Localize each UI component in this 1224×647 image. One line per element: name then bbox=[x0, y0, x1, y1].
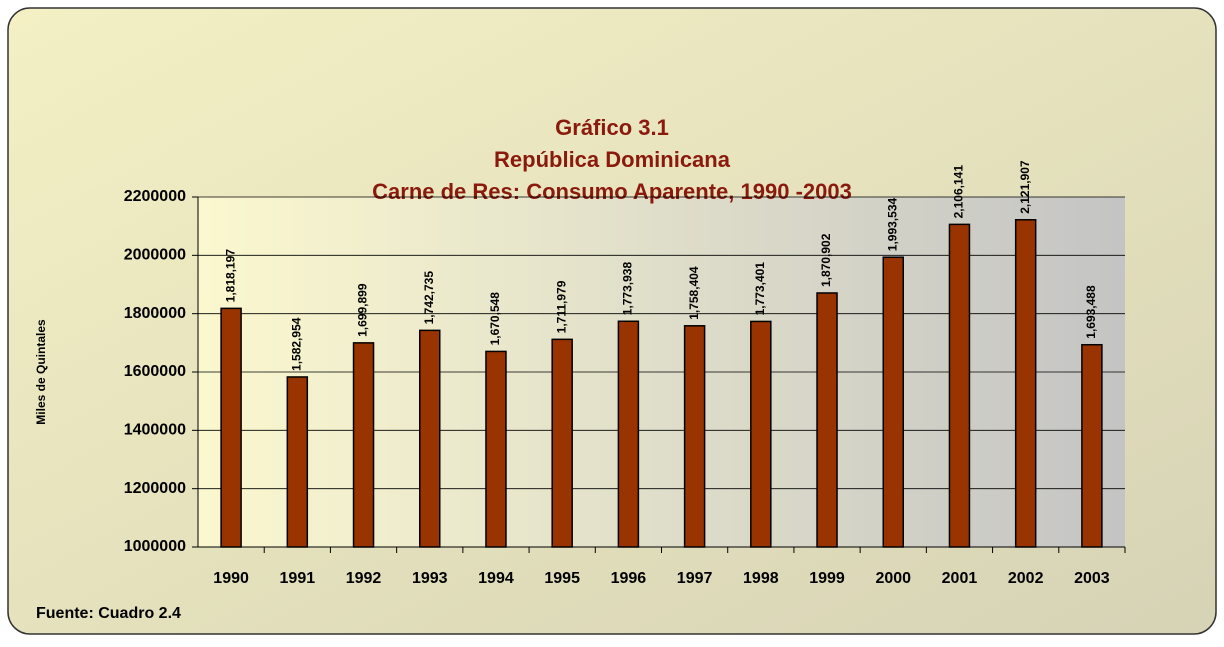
data-label: 2,121,907 bbox=[1018, 160, 1032, 214]
bar bbox=[286, 376, 309, 548]
source-note: Fuente: Cuadro 2.4 bbox=[36, 605, 181, 622]
bar bbox=[882, 256, 904, 548]
x-tick-label: 2001 bbox=[942, 570, 978, 587]
x-tick-label: 1998 bbox=[743, 570, 779, 587]
bar bbox=[750, 320, 772, 548]
x-tick-label: 1991 bbox=[280, 570, 316, 587]
data-label: 1,870,902 bbox=[819, 233, 833, 287]
data-label: 1,818,197 bbox=[223, 249, 237, 303]
bar bbox=[816, 292, 838, 548]
y-tick-label: 1000000 bbox=[124, 538, 186, 555]
data-label: 1,758,404 bbox=[687, 266, 701, 320]
data-label: 1,742,735 bbox=[422, 271, 436, 325]
x-tick-label: 1992 bbox=[346, 570, 382, 587]
y-tick-label: 1800000 bbox=[124, 305, 186, 322]
x-tick-label: 1994 bbox=[478, 570, 514, 587]
bar bbox=[220, 307, 242, 548]
y-tick-label: 2200000 bbox=[124, 188, 186, 205]
bar bbox=[551, 338, 573, 548]
y-tick-label: 2000000 bbox=[124, 247, 186, 264]
bar bbox=[419, 329, 441, 548]
chart-title: República Dominicana bbox=[494, 147, 731, 172]
data-label: 1,711,979 bbox=[554, 280, 568, 333]
x-tick-label: 1996 bbox=[611, 570, 647, 587]
bar bbox=[617, 320, 640, 548]
y-axis-label: Miles de Quintales bbox=[34, 319, 48, 425]
y-tick-label: 1200000 bbox=[124, 480, 186, 497]
x-tick-label: 2003 bbox=[1074, 570, 1110, 587]
y-tick-label: 1400000 bbox=[124, 422, 186, 439]
x-tick-label: 1997 bbox=[677, 570, 713, 587]
data-label: 1,582,954 bbox=[289, 317, 303, 371]
bar bbox=[1014, 219, 1037, 548]
x-tick-label: 2002 bbox=[1008, 570, 1044, 587]
bar bbox=[948, 223, 971, 548]
chart-title: Carne de Res: Consumo Aparente, 1990 -20… bbox=[372, 179, 852, 204]
data-label: 1,993,534 bbox=[885, 198, 899, 252]
x-tick-label: 1999 bbox=[809, 570, 845, 587]
bar bbox=[352, 342, 375, 548]
x-tick-label: 1990 bbox=[213, 570, 249, 587]
chart-title: Gráfico 3.1 bbox=[555, 115, 669, 140]
x-tick-label: 1993 bbox=[412, 570, 448, 587]
data-label: 1,699,899 bbox=[356, 283, 370, 337]
y-tick-label: 1600000 bbox=[124, 363, 186, 380]
bar bbox=[485, 350, 507, 548]
data-label: 1,693,488 bbox=[1084, 285, 1098, 339]
bar bbox=[1081, 343, 1103, 548]
data-label: 1,773,401 bbox=[753, 262, 767, 316]
data-label: 2,106,141 bbox=[952, 165, 966, 219]
x-tick-label: 1995 bbox=[544, 570, 580, 587]
x-tick-label: 2000 bbox=[875, 570, 911, 587]
data-label: 1,670,548 bbox=[488, 292, 502, 346]
data-label: 1,773,938 bbox=[621, 262, 635, 316]
bar bbox=[683, 325, 706, 548]
